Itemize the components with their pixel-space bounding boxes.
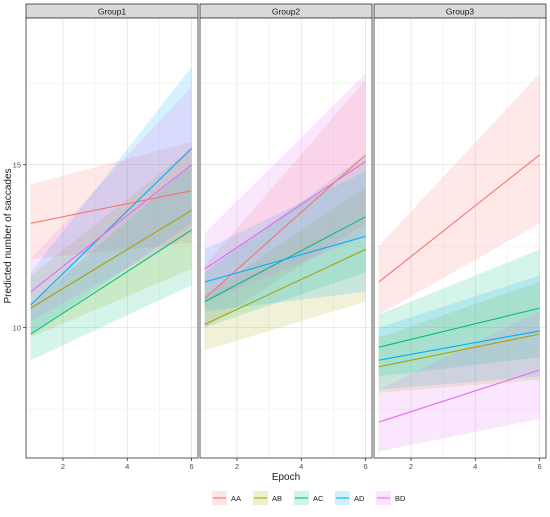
legend-item-aa: AA [212, 491, 241, 505]
line-ad [378, 330, 540, 361]
line-ab [204, 248, 366, 325]
line-ad [30, 148, 192, 306]
panel-group1: Group1 2 4 6 10 15 [13, 3, 199, 471]
ribbon-aa [204, 79, 366, 328]
ribbon-ab [378, 282, 540, 393]
ribbon-ab [204, 187, 366, 351]
legend-label: AC [313, 494, 324, 503]
ribbon-aa [378, 73, 540, 315]
x-tick-label: 2 [61, 462, 65, 471]
panel-border [373, 17, 547, 459]
line-aa [30, 190, 192, 224]
line-bd [30, 164, 192, 293]
line-ab [378, 333, 540, 368]
line-bd [378, 369, 540, 423]
line-ac [30, 229, 192, 335]
line-ab [30, 209, 192, 309]
panel-title: Group2 [272, 7, 301, 17]
ribbon-ab [30, 148, 192, 338]
panel-background [374, 18, 546, 458]
legend-label: AD [354, 494, 365, 503]
legend-item-ab: AB [253, 491, 282, 505]
panel-background [26, 18, 198, 458]
ribbon-ac [204, 154, 366, 328]
legend-label: AB [272, 494, 282, 503]
ribbon-ad [30, 66, 192, 335]
legend-label: BD [395, 494, 406, 503]
x-tick-label: 4 [473, 462, 477, 471]
legend-item-ac: AC [294, 491, 324, 505]
panel-group2: Group2 2 4 6 [199, 3, 373, 471]
x-tick-label: 2 [235, 462, 239, 471]
x-tick-label: 6 [189, 462, 193, 471]
ribbon-bd [378, 311, 540, 452]
x-tick-label: 6 [363, 462, 367, 471]
x-tick-label: 2 [409, 462, 413, 471]
panel-group3: Group3 2 4 6 [373, 3, 547, 471]
x-tick-label: 4 [299, 462, 303, 471]
ribbon-aa [30, 141, 192, 260]
line-ac [378, 307, 540, 348]
legend-item-bd: BD [376, 491, 406, 505]
ribbon-ac [378, 249, 540, 377]
panel-title: Group1 [98, 7, 127, 17]
panel-border [199, 17, 373, 459]
ribbon-bd [204, 73, 366, 302]
panel-border [25, 17, 199, 459]
legend-label: AA [231, 494, 241, 503]
legend-item-ad: AD [335, 491, 365, 505]
line-aa [378, 154, 540, 283]
panel-background [200, 18, 372, 458]
legend: AA AB AC AD BD [212, 491, 406, 505]
x-axis-title: Epoch [272, 472, 300, 483]
line-bd [204, 160, 366, 270]
y-tick-label: 15 [13, 161, 21, 170]
ribbon-ad [204, 171, 366, 312]
y-axis-title: Predicted number of saccades [3, 168, 14, 303]
ribbon-ac [30, 164, 192, 361]
y-tick-label: 10 [13, 324, 21, 333]
ribbon-ad [378, 275, 540, 390]
panel-title: Group3 [446, 7, 475, 17]
line-ad [204, 235, 366, 283]
panels-layer: Group1 2 4 6 10 15 Group2 2 4 6 Group3 2 4 6 [13, 3, 547, 471]
x-tick-label: 4 [125, 462, 129, 471]
x-tick-label: 6 [537, 462, 541, 471]
ribbon-bd [30, 86, 192, 322]
